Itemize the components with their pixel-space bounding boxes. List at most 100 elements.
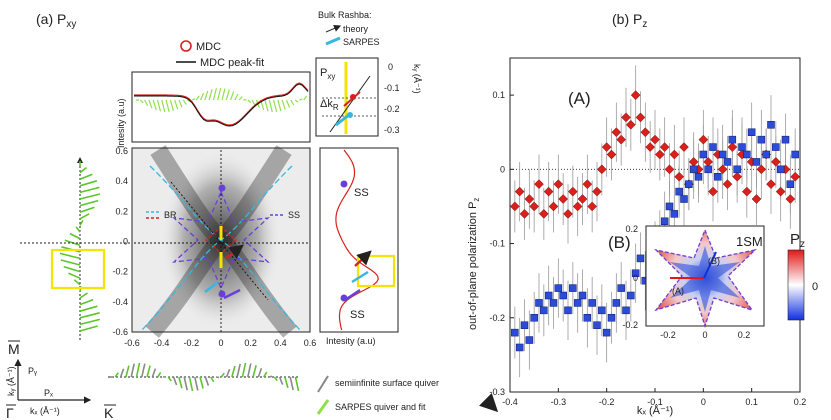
inset-ytick-1: 0 <box>633 273 638 283</box>
point-A <box>775 186 786 197</box>
point-B <box>617 284 625 292</box>
axis-px: Pₓ <box>44 388 53 398</box>
point-B <box>694 173 703 181</box>
ss-label-2: SS <box>350 309 365 321</box>
left-quiver-arrow <box>79 325 98 332</box>
inset-dk: ΔkR <box>320 98 339 112</box>
left-quiver-arrow <box>79 213 90 220</box>
point-A <box>601 142 612 152</box>
point-B <box>554 284 563 292</box>
point-B <box>636 254 645 263</box>
point-B <box>747 128 756 136</box>
bottom-quiver-arrow <box>247 363 252 378</box>
inset-xtick-1: 0 <box>702 330 707 340</box>
point-B <box>525 336 534 344</box>
bottom-quiver-arrow <box>130 363 135 378</box>
left-quiver-arrow <box>73 279 81 286</box>
left-quiver-arrow <box>79 298 94 306</box>
top-quiver-arrow <box>277 99 282 112</box>
left-quiver-arrow <box>79 206 95 213</box>
bottom-quiver-arrow <box>284 376 289 389</box>
bottom-quiver-arrow <box>157 372 162 378</box>
point-B <box>738 143 746 151</box>
top-quiver-arrow <box>182 99 187 105</box>
point-B <box>631 269 640 277</box>
label-A: (A) <box>568 89 591 108</box>
point-B <box>685 180 693 188</box>
bottom-quiver-arrow <box>119 368 125 378</box>
inset-tick-1: -0.1 <box>384 83 400 93</box>
point-A <box>674 171 685 182</box>
y-tick-label: 0 <box>500 164 505 174</box>
point-A <box>640 127 651 138</box>
point-B <box>689 165 698 174</box>
point-B <box>791 150 799 159</box>
inset-ytick-2: -0.2 <box>622 320 638 330</box>
point-B <box>622 306 630 315</box>
point-A <box>630 90 641 100</box>
bottom-quiver-arrow <box>278 376 284 385</box>
point-A <box>751 194 762 204</box>
left-quiver-arrow <box>63 265 81 273</box>
y-tick-label: -0.3 <box>489 387 505 397</box>
top-quiver-arrow <box>281 99 286 110</box>
point-A <box>587 201 598 212</box>
bottom-quiver-arrow <box>188 376 194 392</box>
point-B <box>772 143 780 151</box>
top-quiver-arrow <box>225 89 230 101</box>
point-B <box>535 299 543 307</box>
left-quiver-arrow <box>79 173 93 180</box>
point-B <box>530 314 538 322</box>
point-A <box>621 112 631 123</box>
bottom-quiver-arrow <box>273 376 278 382</box>
top-quiver-arrow <box>221 88 226 101</box>
point-A <box>606 149 617 160</box>
axis-K: K <box>104 405 114 420</box>
point-B <box>569 284 577 292</box>
point-A <box>654 149 665 160</box>
map-ytick-label: -0.2 <box>112 267 128 277</box>
point-B <box>670 210 679 218</box>
bottom-quiver-arrow <box>225 368 231 378</box>
map-xtick-label: -0.2 <box>184 338 200 348</box>
point-B <box>593 321 601 329</box>
map-ytick-label: 0 <box>123 237 128 247</box>
point-A <box>732 171 743 182</box>
point-A <box>664 164 675 175</box>
map-legend-br: BR <box>164 210 177 220</box>
point-B <box>786 180 795 188</box>
point-A <box>650 134 660 145</box>
bulk-rashba-inset: Bulk Rashba: theory SARPES Pxy ΔkR 0 -0.… <box>315 10 422 137</box>
point-B <box>757 135 766 144</box>
pz-inset-map: (A) (B) 1SM 0.2 0 -0.2 -0.2 0 0.2 <box>622 224 765 340</box>
point-B <box>607 314 616 322</box>
point-B <box>549 299 558 307</box>
bottom-quiver-arrow <box>268 375 273 378</box>
top-quiver-arrow <box>273 99 278 113</box>
map-ytick-label: -0.6 <box>112 327 128 337</box>
map-ytick-label: 0.6 <box>115 146 128 156</box>
top-quiver-arrow <box>208 89 213 101</box>
colorbar-title: Pz <box>790 231 805 250</box>
top-quiver-arrow <box>191 98 196 101</box>
left-quiver-arrow <box>79 186 100 194</box>
legend-fit: MDC peak-fit <box>200 57 264 69</box>
point-B <box>675 187 683 196</box>
top-quiver-arrow <box>195 95 200 101</box>
inset-ytick-0: 0.2 <box>625 224 638 234</box>
point-A <box>592 186 602 197</box>
point-B <box>520 321 529 329</box>
point-A <box>770 157 781 167</box>
bottom-quiver-arrow <box>146 365 151 378</box>
top-quiver-arrow <box>144 99 149 107</box>
quiver-legend-1: semiinfinite surface quiver <box>335 378 439 388</box>
left-quiver-arrow <box>79 318 100 326</box>
top-quiver-arrow <box>178 99 183 108</box>
y-tick-label: -0.1 <box>489 239 505 249</box>
pz-xlabel: kₓ (Å⁻¹) <box>637 404 673 417</box>
top-quiver-arrow <box>264 99 269 112</box>
point-B <box>612 299 621 307</box>
inset-A: (A) <box>672 286 684 296</box>
top-quiver-arrow <box>156 99 162 112</box>
legend-mdc: MDC <box>196 41 221 53</box>
